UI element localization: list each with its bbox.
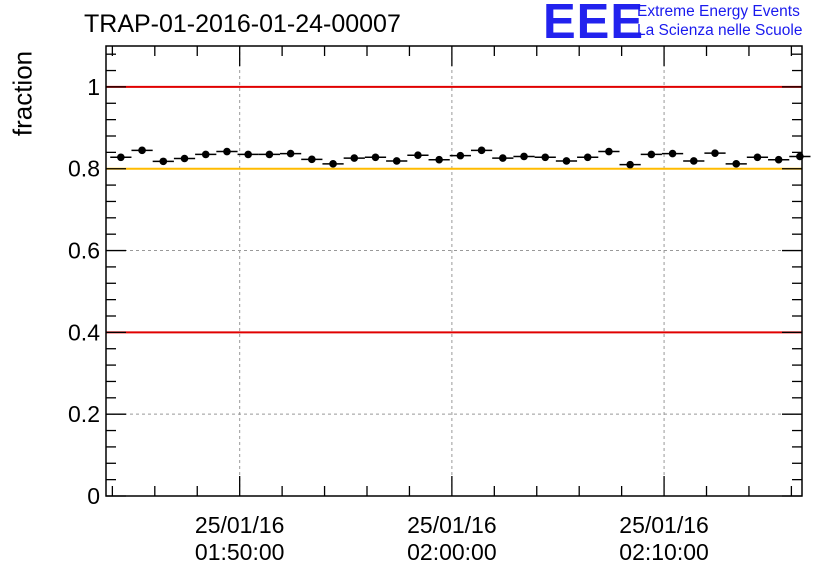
data-point [647, 150, 656, 159]
y-axis-label: fraction [7, 50, 38, 137]
data-point [265, 150, 274, 159]
y-tick-label: 0.4 [68, 319, 100, 345]
x-tick-label-time: 02:00:00 [407, 539, 497, 565]
data-point [668, 149, 677, 158]
y-axis-label-container: fraction [6, 45, 40, 145]
data-point [583, 153, 592, 162]
data-point [605, 147, 613, 156]
reference-lines [106, 85, 802, 334]
data-point [689, 157, 698, 165]
eee-logo: EEE Extreme Energy Events La Scienza nel… [543, 0, 833, 48]
grid [106, 46, 802, 496]
logo-line-2: La Scienza nelle Scuole [637, 22, 803, 39]
data-point [223, 147, 231, 156]
plot-frame [105, 45, 803, 497]
data-point [796, 152, 804, 161]
data-point [499, 154, 507, 162]
data-point [541, 153, 550, 162]
data-point [180, 154, 189, 163]
data-point [435, 155, 443, 164]
data-point [562, 157, 571, 165]
axes [105, 45, 803, 497]
data-point [626, 160, 634, 169]
tick-labels: 00.20.40.60.8125/01/1601:50:0025/01/1602… [68, 74, 709, 565]
chart-title: TRAP-01-2016-01-24-00007 [84, 10, 401, 38]
x-tick-label-date: 25/01/16 [619, 512, 709, 538]
data-point [201, 150, 210, 159]
data-point [732, 160, 741, 168]
y-tick-label: 1 [87, 74, 100, 100]
data-point [329, 160, 337, 168]
data-point [477, 146, 486, 155]
y-tick-label: 0.8 [68, 156, 100, 182]
data-point [456, 151, 465, 160]
data-point [392, 157, 401, 165]
x-tick-label-date: 25/01/16 [407, 512, 497, 538]
data-point [159, 157, 168, 166]
x-tick-label-time: 02:10:00 [619, 539, 709, 565]
y-tick-label: 0 [87, 483, 100, 509]
logo-mark: EEE [543, 0, 645, 49]
data-point [520, 152, 528, 161]
logo-line-1: Extreme Energy Events [637, 3, 800, 20]
data-point [711, 149, 719, 157]
data-point [138, 146, 146, 155]
data-point [286, 149, 295, 158]
data-point [371, 153, 380, 162]
data-point [414, 151, 422, 160]
y-tick-label: 0.6 [68, 238, 100, 264]
x-tick-label-date: 25/01/16 [195, 512, 285, 538]
data-point [350, 154, 359, 162]
data-point [244, 150, 252, 159]
data-point [753, 153, 762, 162]
data-point [308, 155, 316, 164]
data-points [110, 146, 811, 169]
x-tick-label-time: 01:50:00 [195, 539, 285, 565]
y-tick-label: 0.2 [68, 401, 100, 427]
data-point [117, 153, 125, 162]
data-point [774, 155, 783, 164]
